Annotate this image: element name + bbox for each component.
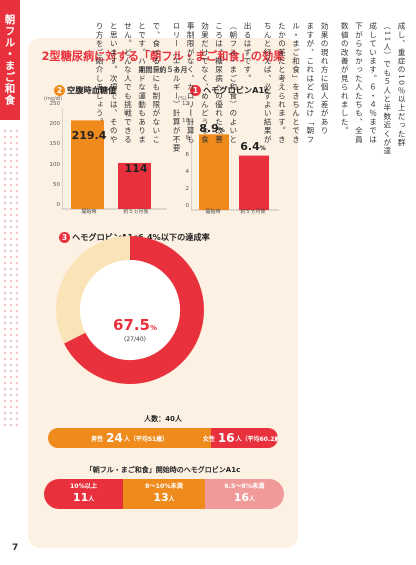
- text-column: ころは、糖尿病への優れた改善: [214, 22, 224, 144]
- hba1c-unit: (%): [178, 96, 187, 102]
- fasting-chart-title: 2 空腹時血糖値: [54, 84, 116, 96]
- hba1c-bar-chart: [191, 108, 279, 211]
- fasting-title-text: 空腹時血糖値: [67, 85, 117, 95]
- text-column: 成し、重症の10％以上だった群: [397, 22, 406, 147]
- bar: [71, 120, 104, 209]
- fasting-bar-chart: [62, 108, 167, 210]
- fasting-cat-start: 開始時: [81, 209, 97, 215]
- text-column: 数値の改善が見られました。: [340, 22, 350, 136]
- y-tick-label: 200: [49, 121, 61, 128]
- text-column: せん。どんな人でも挑戦できる: [123, 22, 133, 144]
- fasting-unit: (mg/dl): [44, 96, 63, 102]
- text-column: ル・まご和食」をきちんとでき: [291, 22, 301, 144]
- hba1c-group-6to8: 6.5〜8%未満 16人: [204, 479, 284, 509]
- text-column: （朝フル・まご和食）のよいと: [228, 22, 238, 144]
- y-tick-label: 0: [56, 202, 61, 208]
- dot-pattern: [2, 128, 18, 428]
- text-column: と思います。次項では、そのや: [109, 22, 119, 144]
- text-column: （11人）でも５人と半数近くが達: [382, 22, 392, 156]
- hba1c-group-10plus: 10%以上 11人: [44, 479, 124, 509]
- hba1c-title-text: ヘモグロビンA1c: [203, 85, 270, 95]
- y-tick-label: 10: [182, 118, 189, 124]
- donut-hole: [80, 260, 180, 360]
- text-column: 出るはずです。: [243, 22, 252, 83]
- text-column: ちんと行えば、必ずよい結果が: [263, 22, 273, 144]
- hba1c-cat-after: 約５ヵ月後: [240, 209, 266, 215]
- period-label: 期間：約５ヵ月: [138, 66, 188, 74]
- y-tick-label: 0: [185, 203, 190, 209]
- text-column: ロリー（エネルギー）計算が不要: [172, 22, 181, 153]
- hba1c-value-after: 6.4%: [240, 140, 266, 153]
- text-column: 効果だけでなく、めんどうな食: [200, 22, 210, 144]
- text-column: 成しています。６・４％までは: [368, 22, 378, 144]
- hba1c-chart-title: 1 ヘモグロビンA1c: [190, 84, 269, 96]
- y-tick-label: 6: [185, 152, 190, 158]
- text-column: とです。ハードな運動もありま: [137, 22, 147, 144]
- achievement-donut: [56, 236, 204, 384]
- y-tick-label: 4: [185, 169, 190, 175]
- number-badge: 2: [54, 84, 65, 96]
- page-number: 7: [12, 543, 19, 553]
- y-tick-label: 250: [49, 101, 61, 107]
- number-badge: 3: [59, 231, 70, 243]
- text-column: ますが、これはどれだけ「朝フ: [305, 22, 315, 144]
- initial-hba1c-title: 「朝フル・まご和食」開始時のヘモグロビンA1c: [85, 466, 241, 474]
- infographic-title: 2型糖尿病に対する「朝フル・まご和食」の効果: [41, 50, 285, 63]
- hba1c-group-8to10: 8〜10%未満 13人: [123, 479, 205, 509]
- donut-achieved: [64, 236, 204, 384]
- y-tick-label: 150: [49, 141, 61, 148]
- bar: [118, 162, 151, 209]
- achievement-percent: 67.5%: [112, 316, 158, 334]
- fasting-value-start: 219.4: [71, 129, 107, 142]
- initial-hba1c-bar: 10%以上 11人 8〜10%未満 13人 6.5〜8%未満 16人: [44, 479, 284, 509]
- fasting-value-after: 114: [124, 162, 148, 175]
- bar: [199, 134, 229, 210]
- y-tick-label: 2: [185, 186, 190, 192]
- y-tick-label: 12: [182, 101, 189, 107]
- section-tab: 朝フル・まご和食: [0, 0, 20, 120]
- text-column: で、食べる量にも制限がないこ: [151, 22, 161, 144]
- text-column: 効果の現れ方に個人差があり: [320, 22, 329, 136]
- text-column: たかの差だと考えられます。き: [277, 22, 287, 144]
- hba1c-cat-start: 開始時: [205, 209, 221, 215]
- y-tick-label: 50: [53, 181, 60, 188]
- hba1c-value-start: 8.9%: [199, 122, 225, 135]
- bar: [239, 155, 269, 210]
- y-tick-label: 100: [49, 161, 61, 168]
- infographic-card: 2型糖尿病に対する「朝フル・まご和食」の効果 期間：約５ヵ月 2 空腹時血糖値 …: [28, 38, 298, 548]
- text-column: 下がらなかった人たちも、全員: [354, 22, 364, 144]
- participant-count: 人数：40人: [144, 415, 182, 423]
- text-column: り方をご紹介しましょう。: [95, 22, 104, 127]
- fasting-cat-after: 約５ヵ月後: [123, 209, 149, 215]
- text-column: 事制限がなく、カロリー計算も: [186, 22, 196, 144]
- y-tick-label: 8: [185, 135, 190, 141]
- achievement-fraction: (27/40): [124, 336, 146, 343]
- male-segment: 男性 24 人（平均51歳）: [48, 428, 212, 448]
- number-badge: 1: [190, 84, 201, 96]
